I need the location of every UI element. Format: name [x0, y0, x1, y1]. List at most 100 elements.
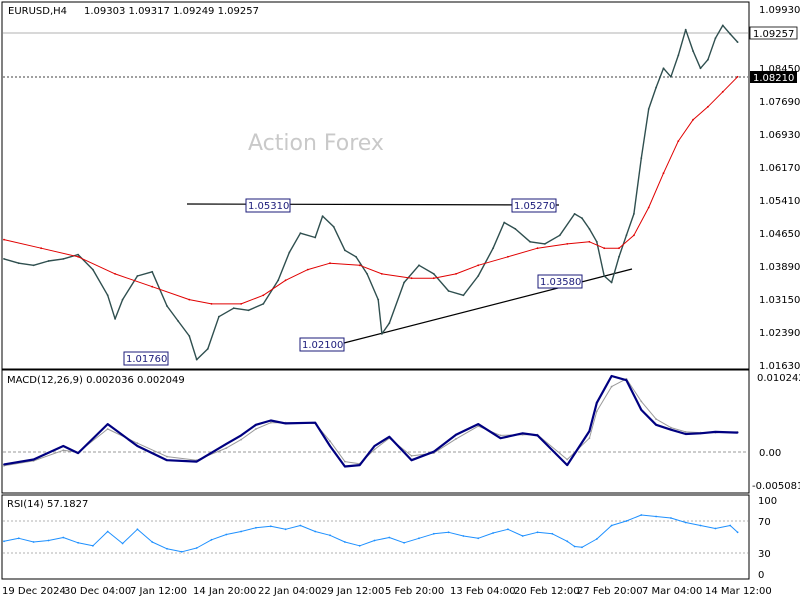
macd-tick-1: 0.00 — [759, 448, 781, 459]
rsi-series-layer — [3, 514, 739, 553]
price-tick-10: 1.01630 — [759, 361, 800, 372]
annot-low-3: 1.03580 — [540, 277, 581, 288]
price-ohlc-point-21 — [277, 279, 280, 282]
price-moving-average-point-15 — [432, 277, 435, 280]
macd-main-point-0 — [3, 463, 5, 466]
rsi-point-42 — [610, 524, 613, 527]
price-ohlc-point-45 — [573, 213, 576, 215]
rsi-label: RSI(14) 57.1827 — [7, 499, 88, 510]
price-tick-8: 1.03150 — [759, 295, 800, 306]
rsi-point-22 — [329, 534, 331, 537]
macd-main-point-16 — [358, 464, 361, 466]
price-moving-average-point-28 — [692, 118, 694, 121]
rsi-point-26 — [388, 536, 391, 539]
rsi-point-47 — [684, 521, 687, 524]
price-ohlc-point-30 — [377, 298, 380, 301]
price-moving-average-point-21 — [588, 240, 591, 243]
macd-signal-point-14 — [329, 440, 331, 442]
macd-main-point-29 — [610, 375, 613, 377]
macd-signal-point-29 — [610, 385, 613, 388]
rsi-point-31 — [462, 535, 465, 537]
macd-signal-point-5 — [136, 442, 139, 445]
rsi-point-10 — [151, 541, 154, 543]
macd-main-point-35 — [699, 432, 702, 435]
price-moving-average-point-27 — [677, 140, 680, 143]
price-ohlc-point-33 — [403, 281, 405, 284]
rsi-point-13 — [195, 547, 198, 549]
price-ohlc-point-55 — [647, 108, 650, 110]
rsi-point-37 — [551, 532, 554, 535]
price-ohlc-point-66 — [729, 33, 732, 35]
macd-tick-0: 0.010242 — [757, 373, 800, 384]
rsi-point-39 — [573, 545, 576, 548]
price-moving-average-point-19 — [536, 247, 539, 250]
current-price-badge: 1.09257 — [753, 29, 794, 40]
macd-main-point-4 — [106, 423, 109, 425]
rsi-point-8 — [121, 542, 124, 545]
price-ohlc-point-15 — [195, 358, 198, 361]
price-moving-average-point-24 — [633, 234, 635, 237]
macd-main-point-2 — [62, 445, 65, 447]
macd-signal-point-33 — [670, 426, 672, 429]
macd-main-point-5 — [136, 445, 139, 447]
rsi-point-40 — [581, 546, 583, 549]
rsi-point-20 — [299, 524, 302, 527]
macd-main-point-24 — [521, 432, 524, 435]
price-ohlc-point-51 — [618, 255, 620, 258]
macd-signal-point-22 — [477, 425, 480, 428]
price-moving-average-point-18 — [507, 255, 509, 258]
macd-main-point-1 — [32, 458, 35, 461]
annot-low-2: 1.02100 — [302, 340, 343, 351]
macd-main-point-8 — [225, 443, 228, 445]
rsi-point-41 — [595, 538, 598, 540]
price-ohlc-point-19 — [247, 309, 250, 312]
price-moving-average-point-2 — [77, 255, 79, 258]
annot-box-high-2 — [511, 198, 557, 213]
price-header-symbol: EURUSD,H4 — [8, 6, 67, 17]
price-ohlc-point-11 — [151, 270, 154, 273]
rsi-point-29 — [432, 532, 435, 535]
price-moving-average-point-6 — [210, 303, 213, 305]
price-ohlc-point-13 — [177, 320, 180, 322]
rsi-point-6 — [92, 544, 94, 547]
macd-main-point-9 — [240, 434, 243, 437]
macd-signal-point-34 — [684, 431, 687, 433]
rsi-point-51 — [736, 531, 739, 534]
rsi-point-17 — [255, 526, 257, 529]
price-ohlc-point-26 — [332, 225, 335, 228]
rsi-point-1 — [17, 537, 20, 540]
price-moving-average-point-1 — [40, 247, 42, 250]
rsi-tick-70: 70 — [758, 517, 771, 528]
price-ohlc-point-22 — [288, 251, 291, 254]
price-ohlc-point-0 — [3, 258, 5, 260]
macd-main-point-22 — [477, 423, 480, 425]
price-moving-average-point-29 — [707, 105, 709, 108]
annot-low-1: 1.01760 — [126, 354, 167, 365]
price-tick-7: 1.03890 — [759, 262, 800, 273]
macd-signal-point-31 — [640, 400, 643, 403]
macd-main-point-13 — [314, 421, 317, 424]
macd-main-point-27 — [588, 430, 591, 432]
price-ohlc-point-37 — [462, 294, 465, 297]
rsi-point-9 — [136, 528, 139, 531]
time-label-6: 5 Feb 20:00 — [385, 586, 444, 597]
rsi-point-18 — [269, 525, 272, 528]
rsi-point-35 — [521, 535, 524, 537]
support-trendline — [339, 268, 633, 345]
macd-signal-point-26 — [566, 458, 569, 461]
price-moving-average-point-12 — [358, 264, 361, 267]
macd-signal-point-17 — [373, 448, 376, 451]
price-ohlc-point-12 — [166, 305, 168, 307]
rsi-point-28 — [418, 537, 420, 540]
macd-main-point-21 — [455, 433, 457, 436]
rsi-point-24 — [358, 544, 361, 547]
price-moving-average-point-20 — [566, 243, 569, 245]
rsi-point-5 — [77, 541, 79, 544]
rsi-tick-30: 30 — [758, 549, 771, 560]
rsi-point-38 — [566, 540, 569, 543]
macd-main-point-34 — [684, 433, 687, 435]
price-ohlc-point-17 — [218, 315, 220, 318]
macd-main-point-6 — [166, 459, 168, 462]
price-moving-average-point-13 — [381, 273, 383, 275]
